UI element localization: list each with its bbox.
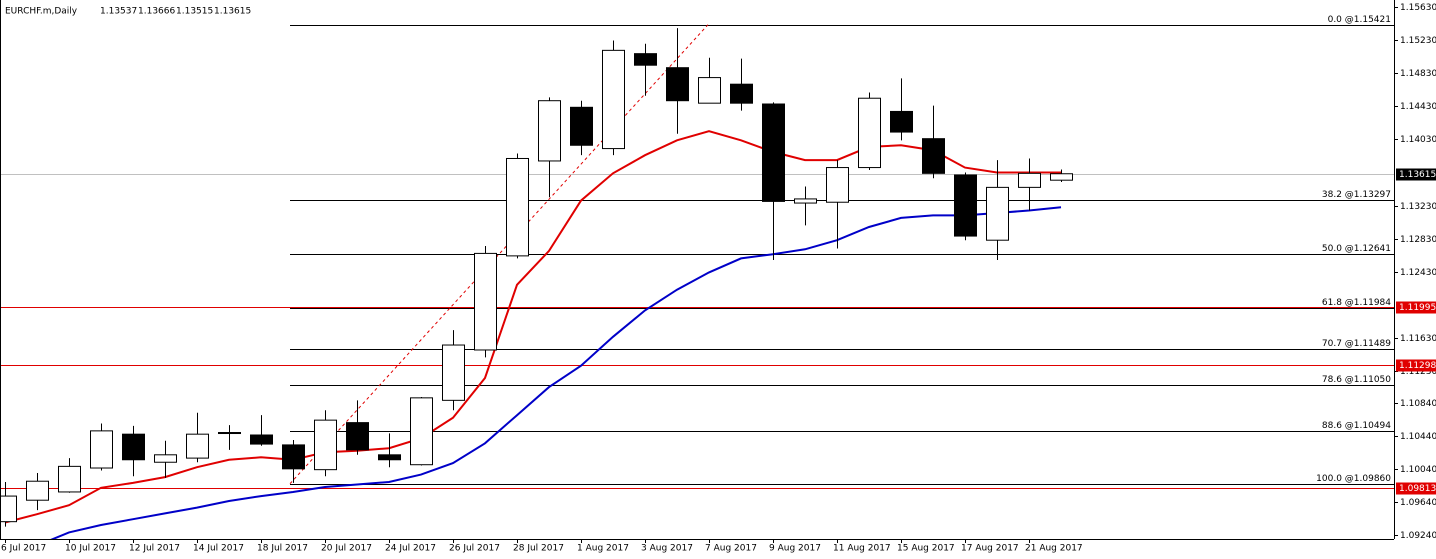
x-tick-label: 9 Aug 2017 [769,544,821,554]
fib-label: 100.0 @1.09860 [1316,474,1391,484]
x-tick-label: 1 Aug 2017 [577,544,629,554]
candle-body [410,397,433,466]
candle-body [666,67,689,102]
candle-body [26,480,49,501]
candle-body [1018,172,1041,188]
x-tick-label: 7 Aug 2017 [705,544,757,554]
candle-body [698,77,721,104]
header-low: 1.13515 [176,7,213,17]
candle-body [186,433,209,459]
candle-body [730,83,753,104]
y-tick-label: 1.14430 [1400,102,1436,112]
candle-body [442,344,465,401]
fib-label: 61.8 @1.11984 [1322,298,1391,308]
header-close: 1.13615 [214,7,251,17]
candle-body [346,422,369,451]
x-tick-label: 21 Aug 2017 [1025,544,1083,554]
candle-body [154,454,177,463]
candle-body [634,53,657,66]
y-tick-label: 1.10040 [1400,465,1436,475]
price-tag [1396,482,1436,495]
candle-body [538,100,561,162]
y-tick-label: 1.09240 [1400,531,1436,541]
x-tick-label: 14 Jul 2017 [193,544,244,554]
price-tag-label: 1.09813 [1399,484,1436,494]
candle-body [506,157,529,257]
price-tag-label: 1.11298 [1399,361,1436,371]
price-tag-label: 1.13615 [1399,170,1436,180]
candle-body [986,186,1009,241]
y-tick-label: 1.12430 [1400,268,1436,278]
price-tag [1396,168,1436,181]
y-tick-label: 1.14830 [1400,69,1436,79]
y-tick-label: 1.15630 [1400,3,1436,13]
candle-body [858,97,881,169]
x-tick-label: 6 Jul 2017 [1,544,46,554]
candle-body [0,495,17,523]
price-tag [1396,359,1436,372]
plot-area [0,24,1394,539]
candle-body [58,465,81,493]
x-tick-label: 20 Jul 2017 [321,544,372,554]
candle-body [570,106,593,146]
y-tick-label: 1.11230 [1400,367,1436,377]
x-tick-label: 18 Jul 2017 [257,544,308,554]
y-tick-label: 1.10840 [1400,399,1436,409]
symbol: EURCHF.m,Daily [5,7,78,17]
moving-average [4,130,1061,524]
x-tick-label: 12 Jul 2017 [129,544,180,554]
fib-label: 50.0 @1.12641 [1322,244,1391,254]
price-tag [1396,301,1436,314]
candle-body [474,252,497,351]
y-tick-label: 1.13230 [1400,202,1436,212]
fib-label: 88.6 @1.10494 [1322,421,1391,431]
candle-body [1050,173,1073,181]
x-tick-label: 11 Aug 2017 [833,544,891,554]
y-tick-label: 1.11630 [1400,334,1436,344]
header-high: 1.13666 [138,7,175,17]
candle-body [250,434,273,445]
y-tick-label: 1.15230 [1400,36,1436,46]
x-tick-label: 17 Aug 2017 [961,544,1019,554]
x-tick-label: 24 Jul 2017 [385,544,436,554]
fib-label: 70.7 @1.11489 [1322,339,1391,349]
x-tick-label: 3 Aug 2017 [641,544,693,554]
x-tick-label: 26 Jul 2017 [449,544,500,554]
y-tick-label: 1.12830 [1400,235,1436,245]
candle-body [762,103,785,202]
moving-average [50,206,1062,539]
axes [0,0,1395,540]
candle-body [378,454,401,461]
fib-label: 78.6 @1.11050 [1322,375,1391,385]
candle-body [954,174,977,237]
y-tick-label: 1.14030 [1400,135,1436,145]
candle-body [314,419,337,471]
candle-body [90,430,113,469]
candle-body [826,167,849,203]
fib-label: 0.0 @1.15421 [1328,15,1391,25]
candle-body [922,138,945,174]
candle-body [218,432,241,435]
header-open: 1.13537 [100,7,137,17]
candle-body [602,49,625,150]
candle-body [122,433,145,461]
price-tag-label: 1.11995 [1399,303,1436,313]
fib-trend [289,24,709,485]
y-tick-label: 1.09640 [1400,498,1436,508]
fib-label: 38.2 @1.13297 [1322,190,1391,200]
candle-body [282,444,305,470]
candle-body [794,198,817,204]
x-tick-label: 28 Jul 2017 [513,544,564,554]
x-tick-label: 15 Aug 2017 [897,544,955,554]
x-tick-label: 10 Jul 2017 [65,544,116,554]
y-tick-label: 1.10440 [1400,432,1436,442]
candle-body [890,110,913,133]
